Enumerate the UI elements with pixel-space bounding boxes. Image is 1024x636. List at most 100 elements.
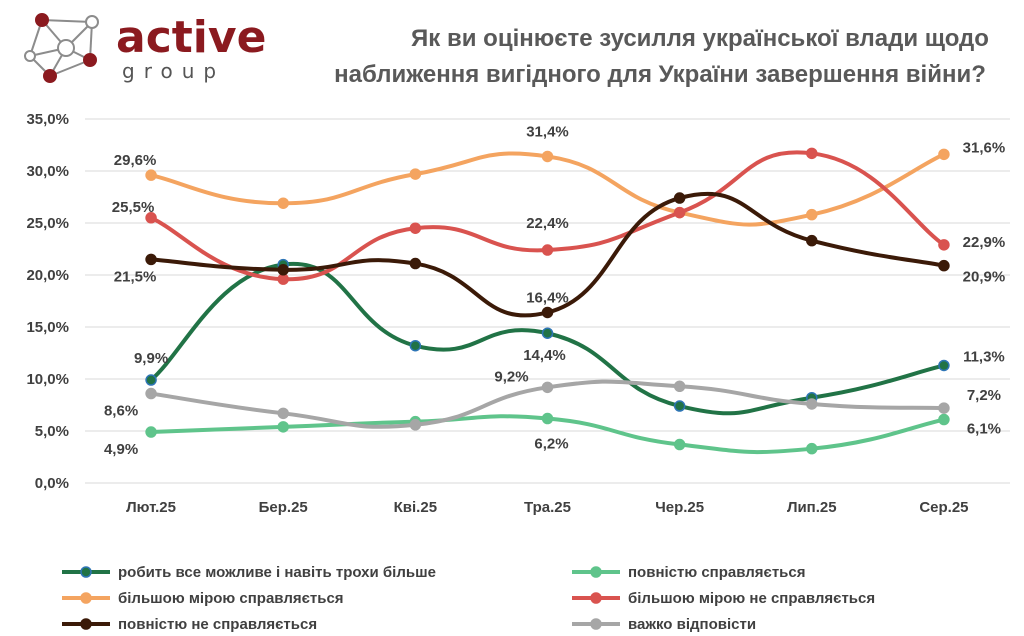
data-label: 8,6%: [104, 403, 138, 420]
legend-item: повністю не справляється: [62, 616, 317, 633]
data-label: 31,4%: [526, 123, 569, 140]
logo-word: active: [116, 12, 266, 63]
legend-marker: [80, 592, 92, 604]
data-point: [673, 192, 686, 204]
data-point: [938, 259, 950, 272]
data-point: [277, 421, 289, 433]
x-tick-label: Бер.25: [259, 499, 308, 516]
data-point: [541, 327, 554, 339]
data-point: [541, 381, 554, 394]
data-point: [541, 306, 554, 319]
data-point: [806, 442, 818, 455]
data-label: 9,2%: [494, 368, 528, 385]
data-point: [277, 197, 289, 209]
x-tick-label: Лют.25: [126, 499, 176, 516]
data-label: 6,1%: [967, 421, 1001, 438]
chart-title-line-1: Як ви оцінюєте зусилля української влади…: [411, 25, 989, 52]
series-5: [145, 379, 950, 431]
legend-item: більшою мірою справляється: [62, 590, 344, 607]
data-point: [806, 234, 818, 247]
y-tick-label: 35,0%: [26, 111, 69, 128]
chart-title-line-2: наближення вигідного для України заверше…: [334, 61, 986, 88]
data-point: [938, 402, 950, 414]
legend-label: важко відповісти: [628, 616, 756, 633]
data-point: [806, 398, 818, 410]
logo-network-icon: [24, 13, 99, 83]
series-2: [145, 148, 950, 227]
data-point: [145, 387, 157, 400]
data-point: [145, 426, 157, 438]
data-point: [541, 150, 554, 163]
logo-sub: group: [122, 59, 225, 83]
series-line: [149, 151, 946, 227]
data-label: 11,3%: [963, 348, 1005, 365]
legend-marker: [80, 618, 92, 630]
data-point: [938, 359, 950, 372]
data-label: 9,9%: [134, 350, 168, 367]
legend-marker: [590, 566, 602, 578]
y-tick-label: 10,0%: [26, 371, 69, 388]
y-axis: 0,0% 5,0% 10,0% 15,0% 20,0% 25,0% 30,0% 35,0%: [26, 111, 69, 492]
data-point: [938, 148, 950, 161]
legend-item: робить все можливе і навіть трохи більше: [62, 564, 436, 581]
data-point: [277, 407, 289, 420]
data-label: 21,5%: [114, 268, 157, 285]
data-point: [277, 273, 289, 285]
y-tick-label: 5,0%: [35, 423, 69, 440]
x-tick-label: Сер.25: [919, 499, 968, 516]
data-label: 22,9%: [963, 234, 1006, 251]
data-point: [409, 339, 422, 352]
data-point: [145, 253, 157, 266]
legend-marker: [590, 592, 602, 604]
data-point: [277, 264, 289, 276]
data-point: [145, 212, 157, 224]
y-tick-label: 15,0%: [26, 319, 69, 336]
data-label: 20,9%: [963, 269, 1006, 286]
y-tick-label: 25,0%: [26, 215, 69, 232]
legend: робить все можливе і навіть трохи більше…: [62, 564, 875, 633]
legend-label: більшою мірою справляється: [118, 590, 344, 607]
grid: [85, 118, 1010, 484]
y-tick-label: 0,0%: [35, 475, 69, 492]
data-label: 14,4%: [523, 347, 566, 364]
y-tick-label: 30,0%: [26, 163, 69, 180]
x-tick-label: Тра.25: [524, 499, 571, 516]
data-point: [409, 168, 422, 180]
data-point: [806, 208, 818, 221]
legend-item: повністю справляється: [572, 564, 806, 581]
data-point: [409, 257, 422, 270]
data-point: [806, 147, 818, 160]
data-label: 22,4%: [526, 215, 569, 232]
legend-marker: [80, 566, 92, 578]
legend-label: повністю справляється: [628, 564, 806, 581]
legend-label: більшою мірою не справляється: [628, 590, 875, 607]
data-point: [673, 206, 686, 219]
data-point: [673, 438, 686, 451]
data-label: 29,6%: [114, 152, 157, 169]
x-tick-label: Чер.25: [655, 499, 704, 516]
legend-label: робить все можливе і навіть трохи більше: [118, 564, 436, 581]
data-point: [938, 239, 950, 251]
data-point: [673, 380, 686, 393]
data-label: 25,5%: [112, 199, 155, 216]
data-point: [409, 222, 422, 234]
data-label: 31,6%: [963, 139, 1006, 156]
series-4: [145, 191, 950, 319]
series-layer: [145, 147, 950, 455]
data-point: [938, 413, 950, 426]
data-label: 4,9%: [104, 441, 138, 458]
data-point: [145, 169, 157, 181]
data-point: [409, 419, 422, 431]
legend-label: повністю не справляється: [118, 616, 317, 633]
legend-marker: [590, 618, 602, 630]
x-tick-label: Лип.25: [787, 499, 837, 516]
data-point: [673, 400, 686, 412]
y-tick-label: 20,0%: [26, 267, 69, 284]
data-point: [541, 412, 554, 425]
legend-item: важко відповісти: [572, 616, 756, 633]
data-labels: 9,9% 14,4% 11,3% 4,9% 6,2% 6,1% 29,6% 31,4% 31,6…: [104, 123, 1005, 458]
series-1: [145, 412, 950, 455]
data-point: [145, 374, 157, 386]
data-label: 7,2%: [967, 387, 1001, 404]
